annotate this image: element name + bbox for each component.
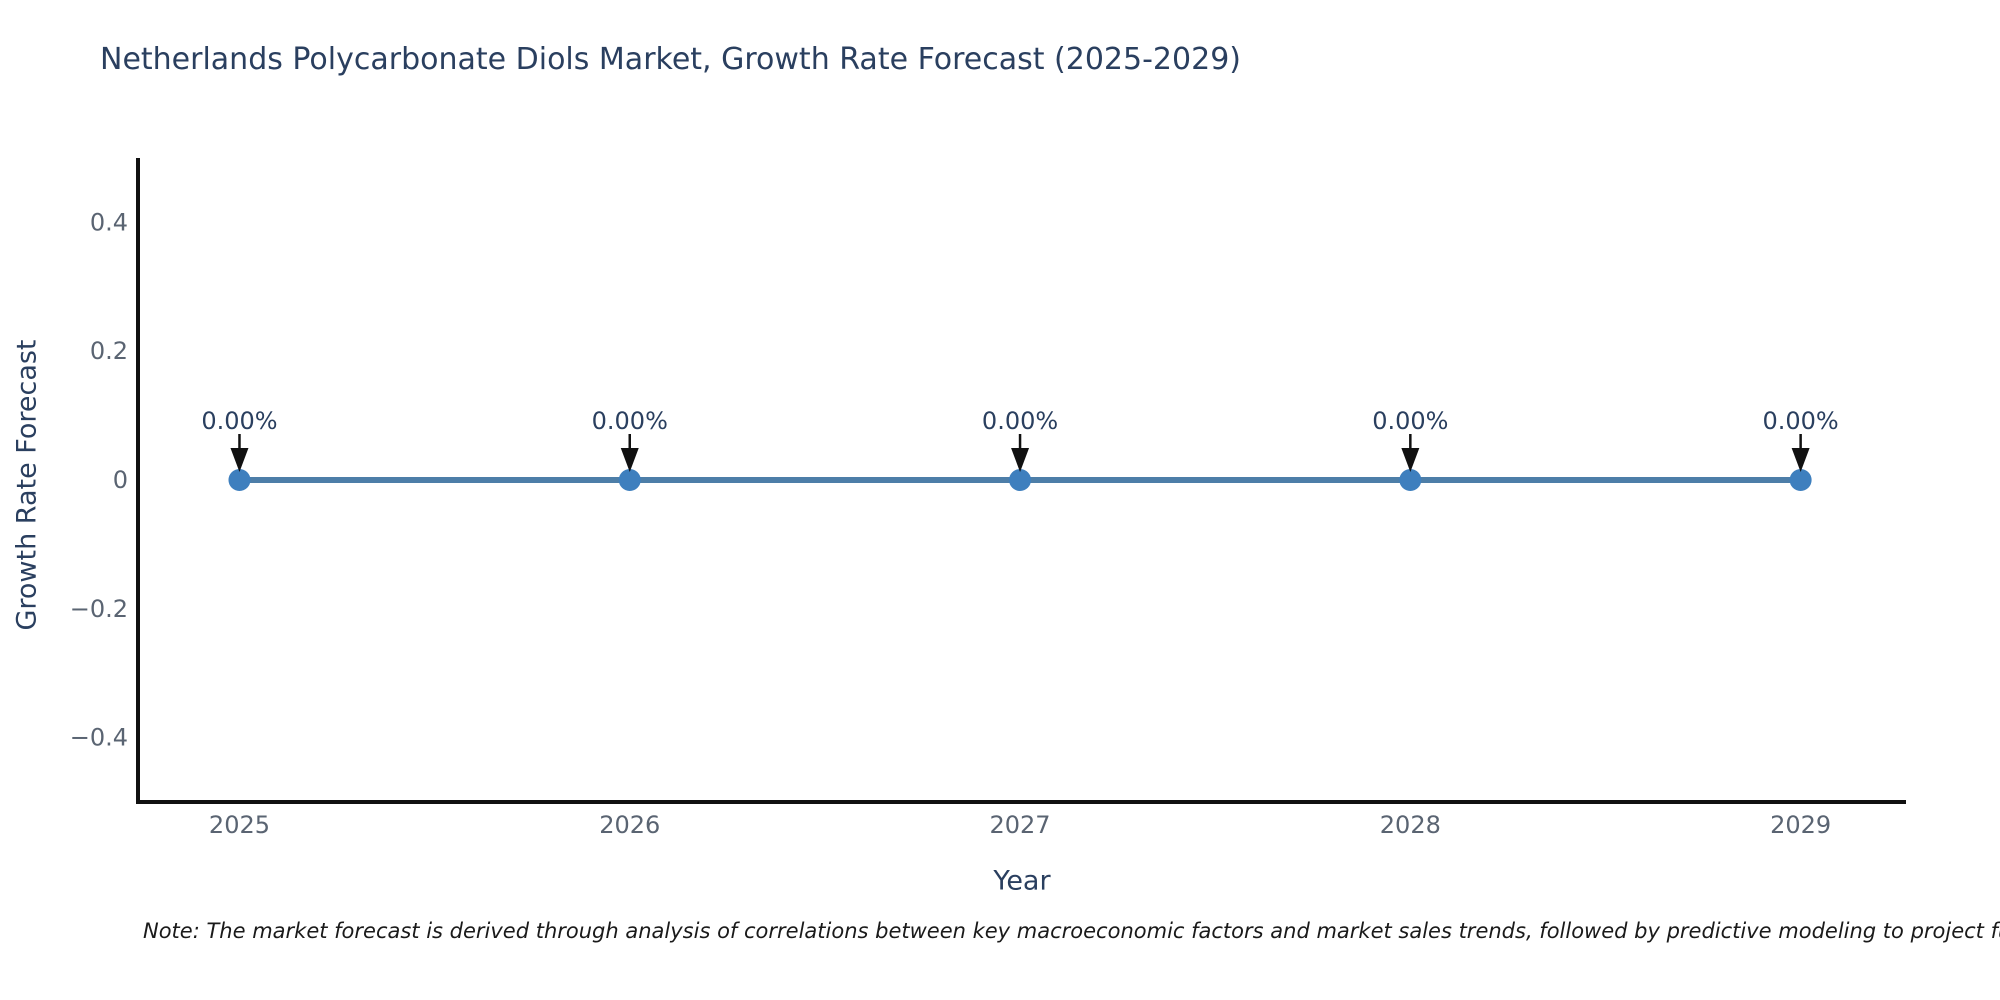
y-tick-label: 0 bbox=[113, 466, 128, 494]
data-point-label: 0.00% bbox=[592, 407, 668, 435]
x-tick-label: 2029 bbox=[1770, 811, 1831, 839]
y-tick-label: 0.4 bbox=[90, 208, 128, 236]
x-axis-title: Year bbox=[993, 865, 1051, 897]
x-tick-label: 2026 bbox=[599, 811, 660, 839]
data-point-2026[interactable] bbox=[618, 469, 641, 491]
annotation-arrowhead-icon bbox=[230, 448, 249, 472]
x-tick-label: 2027 bbox=[990, 811, 1051, 839]
y-tick-label: 0.2 bbox=[90, 337, 128, 365]
data-point-label: 0.00% bbox=[201, 407, 277, 435]
y-tick-label: −0.2 bbox=[70, 595, 128, 623]
data-point-2025[interactable] bbox=[228, 469, 251, 491]
annotation-arrowhead-icon bbox=[620, 448, 639, 472]
data-point-label: 0.00% bbox=[982, 407, 1058, 435]
data-point-2028[interactable] bbox=[1399, 469, 1422, 491]
data-point-label: 0.00% bbox=[1762, 407, 1838, 435]
annotation-arrowhead-icon bbox=[1791, 448, 1810, 472]
footnote: Note: The market forecast is derived thr… bbox=[143, 919, 2000, 943]
annotation-arrowhead-icon bbox=[1011, 448, 1030, 472]
y-axis-title: Growth Rate Forecast bbox=[11, 339, 43, 631]
annotation-arrowhead-icon bbox=[1401, 448, 1420, 472]
data-point-2027[interactable] bbox=[1009, 469, 1032, 491]
y-tick-label: −0.4 bbox=[70, 724, 128, 752]
data-point-2029[interactable] bbox=[1789, 469, 1812, 491]
chart-title: Netherlands Polycarbonate Diols Market, … bbox=[100, 42, 1241, 77]
x-tick-label: 2025 bbox=[209, 811, 270, 839]
data-point-label: 0.00% bbox=[1372, 407, 1448, 435]
x-tick-label: 2028 bbox=[1380, 811, 1441, 839]
